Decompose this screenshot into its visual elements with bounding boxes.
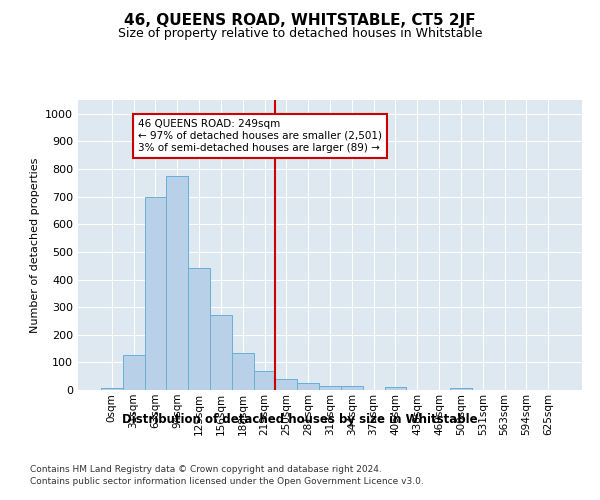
Bar xyxy=(319,386,341,390)
Bar xyxy=(254,370,275,390)
Bar xyxy=(145,196,166,390)
Bar xyxy=(188,268,210,390)
Text: Size of property relative to detached houses in Whitstable: Size of property relative to detached ho… xyxy=(118,28,482,40)
Bar xyxy=(123,356,145,390)
Bar xyxy=(385,386,406,390)
Text: 46 QUEENS ROAD: 249sqm
← 97% of detached houses are smaller (2,501)
3% of semi-d: 46 QUEENS ROAD: 249sqm ← 97% of detached… xyxy=(138,120,382,152)
Bar xyxy=(166,176,188,390)
Text: Contains HM Land Registry data © Crown copyright and database right 2024.: Contains HM Land Registry data © Crown c… xyxy=(30,465,382,474)
Bar xyxy=(275,379,297,390)
Text: 46, QUEENS ROAD, WHITSTABLE, CT5 2JF: 46, QUEENS ROAD, WHITSTABLE, CT5 2JF xyxy=(124,12,476,28)
Bar xyxy=(101,388,123,390)
Bar xyxy=(210,316,232,390)
Bar xyxy=(232,354,254,390)
Bar xyxy=(450,388,472,390)
Text: Distribution of detached houses by size in Whitstable: Distribution of detached houses by size … xyxy=(122,412,478,426)
Y-axis label: Number of detached properties: Number of detached properties xyxy=(29,158,40,332)
Bar xyxy=(341,386,363,390)
Bar xyxy=(297,383,319,390)
Text: Contains public sector information licensed under the Open Government Licence v3: Contains public sector information licen… xyxy=(30,478,424,486)
